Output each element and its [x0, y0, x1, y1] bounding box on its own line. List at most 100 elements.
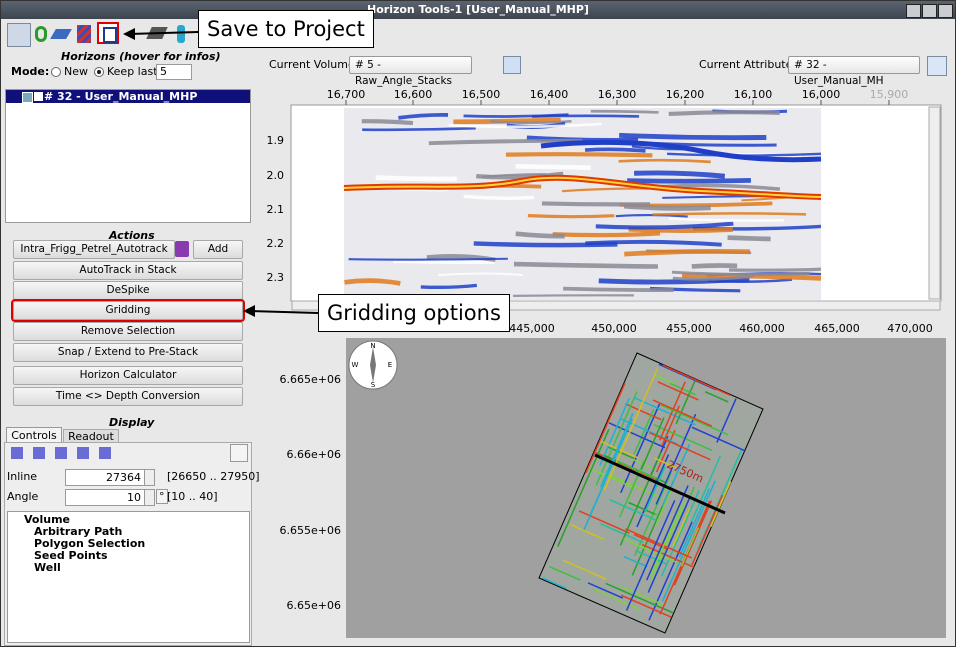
volume-select[interactable]: # 5 - Raw_Angle_Stacks [349, 56, 472, 87]
map-line [628, 502, 655, 515]
compass-label: S [371, 381, 376, 389]
action-button[interactable]: Horizon Calculator [13, 366, 243, 385]
map-line [655, 413, 697, 505]
horizon-row[interactable] [6, 90, 250, 103]
map-line [661, 480, 716, 602]
maximize-button[interactable] [922, 4, 937, 18]
compass-label: E [388, 361, 392, 369]
section-heading: Display [109, 416, 155, 429]
minimize-button[interactable] [906, 4, 921, 18]
action-button[interactable]: DeSpike [13, 281, 243, 300]
x-tick-label: 450,000 [591, 322, 637, 335]
map-line [606, 400, 645, 484]
radio-keep-last[interactable] [94, 67, 104, 77]
tree-item[interactable]: Polygon Selection [34, 537, 146, 550]
section-heading: Actions [109, 229, 155, 242]
x-tick-label: 445,000 [509, 322, 555, 335]
x-tick-label: 16,100 [734, 88, 773, 101]
callout: Save to Project [198, 10, 374, 48]
map-line [640, 417, 665, 470]
inline-marker [594, 453, 726, 515]
tree-root[interactable]: Volume [24, 513, 70, 526]
map-line [562, 559, 607, 580]
tab[interactable]: Controls [6, 427, 62, 443]
reflector [728, 267, 822, 272]
section-heading: Horizons (hover for infos) [61, 50, 221, 63]
reflector [481, 173, 546, 178]
reflector [619, 132, 767, 141]
action-button[interactable]: Time <> Depth Conversion [13, 387, 243, 406]
reflector [375, 175, 457, 182]
map-line [704, 390, 729, 403]
action-button[interactable]: AutoTrack in Stack [13, 261, 243, 280]
reflector [691, 263, 738, 269]
map-line [605, 582, 674, 614]
map-line [680, 527, 700, 567]
map-line [636, 454, 670, 528]
horizon-item[interactable]: # 32 - User_Manual_MHP [44, 90, 198, 103]
tree-item[interactable]: Well [34, 561, 61, 574]
tracked-horizon [343, 176, 822, 198]
action-button[interactable]: Snap / Extend to Pre-Stack [13, 343, 243, 362]
compass-needle [370, 347, 376, 383]
x-tick-label: 470,000 [887, 322, 933, 335]
toolbar-icon[interactable] [77, 25, 91, 43]
toolbar-icon[interactable] [7, 23, 31, 47]
keep-count-input[interactable]: 5 [156, 64, 192, 80]
action-button[interactable]: Remove Selection [13, 322, 243, 341]
pin-button[interactable] [230, 444, 248, 462]
tree-item[interactable]: Seed Points [34, 549, 108, 562]
angle-unit: ° [156, 489, 168, 504]
tree-item[interactable]: Arbitrary Path [34, 525, 123, 538]
reflector [473, 241, 618, 248]
toolbar-icon[interactable] [177, 25, 185, 43]
map-line [653, 424, 713, 452]
volume-button[interactable] [503, 56, 521, 74]
map-line [625, 500, 676, 611]
callout: Gridding options [318, 294, 510, 332]
reflector [515, 231, 565, 239]
radio-label: Keep last [107, 65, 158, 78]
map-line [608, 422, 666, 449]
seismic-section [343, 108, 822, 300]
arrow-head [243, 305, 255, 317]
attribute-select[interactable]: # 32 - User_Manual_MH [788, 56, 920, 87]
attribute-button[interactable] [927, 56, 947, 76]
map-line [587, 467, 635, 489]
radio-new[interactable] [51, 67, 61, 77]
inline-label: Inline [7, 470, 38, 483]
map-line [623, 538, 678, 564]
close-button[interactable] [938, 4, 953, 18]
scrollbar[interactable] [928, 106, 941, 300]
reflector [668, 110, 780, 117]
reflector [362, 126, 476, 132]
save-to-project-button[interactable] [97, 22, 119, 44]
reflector [513, 261, 658, 269]
gridding-button[interactable]: Gridding [11, 299, 245, 322]
inline-input[interactable]: 27364 [65, 469, 146, 486]
map-line [710, 481, 732, 527]
reflector [448, 122, 602, 129]
map-line [659, 381, 686, 441]
add-button[interactable]: Add [193, 240, 243, 259]
reflector [393, 259, 495, 265]
tab[interactable]: Readout [63, 429, 119, 444]
map-line [623, 555, 648, 568]
tracker-icon[interactable] [175, 241, 189, 257]
map-line [620, 403, 661, 494]
scrollbar[interactable] [291, 300, 941, 311]
map-line [652, 399, 713, 427]
window-title: Horizon Tools-1 [User_Manual_MHP] [367, 3, 589, 16]
spin-button[interactable] [144, 469, 155, 486]
reflector [490, 119, 572, 125]
angle-input[interactable]: 10 [65, 489, 146, 506]
reflector [348, 257, 508, 261]
map-line [620, 585, 663, 606]
map-line [657, 381, 699, 401]
toolbar-icon[interactable] [35, 26, 47, 42]
reflector [531, 114, 640, 118]
tracker-select[interactable]: Intra_Frigg_Petrel_Autotrack [13, 240, 175, 259]
callout-arrow [250, 310, 319, 314]
spin-button[interactable] [144, 489, 155, 506]
map-line [649, 505, 682, 577]
